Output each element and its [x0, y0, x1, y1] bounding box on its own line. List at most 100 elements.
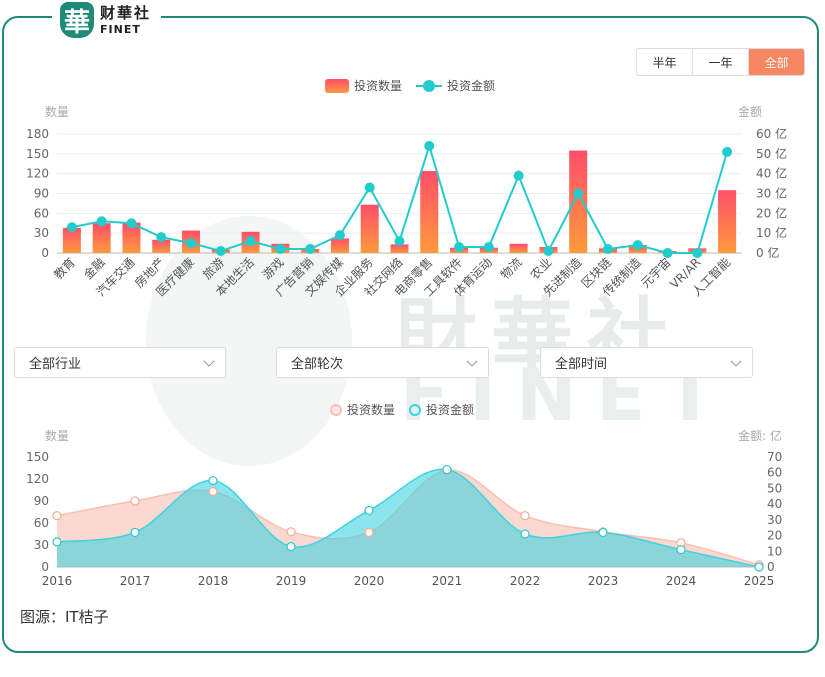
amount-point [156, 232, 167, 243]
amount-line [56, 468, 760, 568]
bar [718, 190, 737, 253]
time-range-tabs: 半年 一年 全部 [636, 48, 805, 76]
amount-point [543, 246, 554, 257]
y-tick-label-right: 0 亿 [756, 245, 779, 260]
source-note: 图源：IT桔子 [20, 608, 109, 626]
brand-logo: 華 财華社 FINET [52, 0, 162, 40]
count-point [208, 486, 218, 497]
count-point [52, 511, 62, 521]
y-tick-label-left: 150 [26, 147, 49, 161]
y-tick-label-left: 90 [34, 494, 49, 508]
y-tick-label-left: 120 [26, 167, 49, 181]
amount-point [96, 216, 107, 227]
amount-point [722, 146, 733, 157]
y-axis-title-left: 数量 [45, 428, 69, 443]
bottom-chart-legend: 投资数量 投资金额 [330, 401, 488, 418]
bar [569, 150, 588, 253]
legend-item-amount[interactable]: 投资金额 [416, 77, 495, 94]
amount-point [245, 236, 256, 247]
y-tick-label-right: 40 [767, 497, 782, 511]
amount-point [754, 562, 764, 572]
y-axis-title-right: 金额: 亿 [738, 428, 782, 443]
x-tick-label: 2017 [120, 574, 151, 588]
bar [420, 171, 439, 253]
line-swatch-icon [416, 79, 443, 92]
amount-point [126, 218, 137, 229]
bar [122, 222, 141, 253]
x-tick-label: 2019 [276, 574, 307, 588]
y-tick-label-left: 0 [41, 246, 49, 260]
amount-point [286, 541, 296, 552]
time-select-value: 全部时间 [555, 357, 608, 372]
count-point [520, 511, 530, 521]
legend-label-amount: 投资金额 [447, 79, 496, 93]
ring-swatch-icon [409, 403, 422, 416]
time-select[interactable]: 全部时间 [540, 347, 753, 378]
y-tick-label-left: 150 [26, 450, 49, 464]
amount-point [454, 242, 465, 253]
ring-swatch-icon [330, 403, 342, 416]
amount-point [394, 236, 405, 247]
industry-investment-chart: 数量 金额 0 0 亿 30 10 亿 60 20 亿 90 30 亿 120 40 亿 150 50 亿… [26, 104, 787, 299]
y-tick-label-right: 30 亿 [756, 186, 787, 201]
tab-one-year[interactable]: 一年 [693, 49, 749, 75]
legend-label-count: 投资数量 [354, 79, 403, 93]
amount-point [598, 527, 608, 538]
amount-point [130, 527, 140, 538]
amount-point [520, 529, 530, 539]
legend-item-count-2[interactable]: 投资数量 [330, 401, 395, 418]
y-tick-label-right: 20 [767, 529, 782, 543]
amount-point [305, 244, 316, 255]
y-tick-label-left: 30 [34, 226, 49, 240]
amount-point [364, 505, 374, 516]
count-point [286, 527, 296, 537]
amount-point [692, 248, 703, 258]
y-tick-label-right: 0 [767, 560, 775, 574]
x-tick-label: 物流 [498, 255, 525, 282]
y-tick-label-left: 30 [34, 538, 49, 552]
legend-item-count[interactable]: 投资数量 [325, 77, 402, 94]
bar [92, 223, 111, 253]
tab-half-year[interactable]: 半年 [637, 49, 693, 75]
bar [390, 244, 409, 253]
x-tick-label: 2025 [744, 574, 775, 588]
amount-point [676, 545, 686, 555]
industry-select[interactable]: 全部行业 [14, 347, 226, 378]
y-tick-label-left: 0 [41, 560, 49, 574]
amount-point [442, 464, 452, 475]
round-select-value: 全部轮次 [291, 357, 344, 372]
x-tick-label: 2023 [588, 574, 619, 588]
y-tick-label-right: 40 亿 [756, 166, 787, 181]
amount-point [364, 182, 375, 193]
legend-label-count-2: 投资数量 [347, 403, 396, 417]
chevron-down-icon [466, 355, 478, 367]
x-tick-label: 2016 [42, 574, 73, 588]
bar [509, 243, 528, 253]
count-point [364, 527, 374, 538]
y-tick-label-left: 60 [34, 206, 49, 220]
legend-item-amount-2[interactable]: 投资金额 [409, 401, 474, 418]
tab-all[interactable]: 全部 [749, 49, 804, 75]
y-axis-title-right: 金额 [738, 104, 762, 119]
amount-point [334, 230, 345, 241]
amount-point [573, 188, 584, 199]
y-tick-label-right: 30 [767, 513, 782, 527]
amount-point [483, 242, 494, 253]
amount-point [602, 244, 613, 255]
y-tick-label-left: 180 [26, 127, 49, 141]
finet-logo-icon: 華 [60, 2, 94, 38]
x-tick-label: 2021 [432, 574, 463, 588]
bar-swatch-icon [325, 78, 349, 93]
y-tick-label-right: 50 [767, 481, 782, 495]
amount-area [57, 469, 759, 567]
amount-point [632, 240, 643, 251]
y-tick-label-right: 20 亿 [756, 205, 787, 220]
y-tick-label-left: 120 [26, 472, 49, 486]
amount-point [662, 248, 673, 258]
x-tick-label: 元宇宙 [638, 255, 674, 291]
round-select[interactable]: 全部轮次 [276, 347, 489, 378]
bar [360, 204, 379, 253]
count-point [130, 496, 140, 506]
y-tick-label-right: 60 [767, 466, 782, 480]
